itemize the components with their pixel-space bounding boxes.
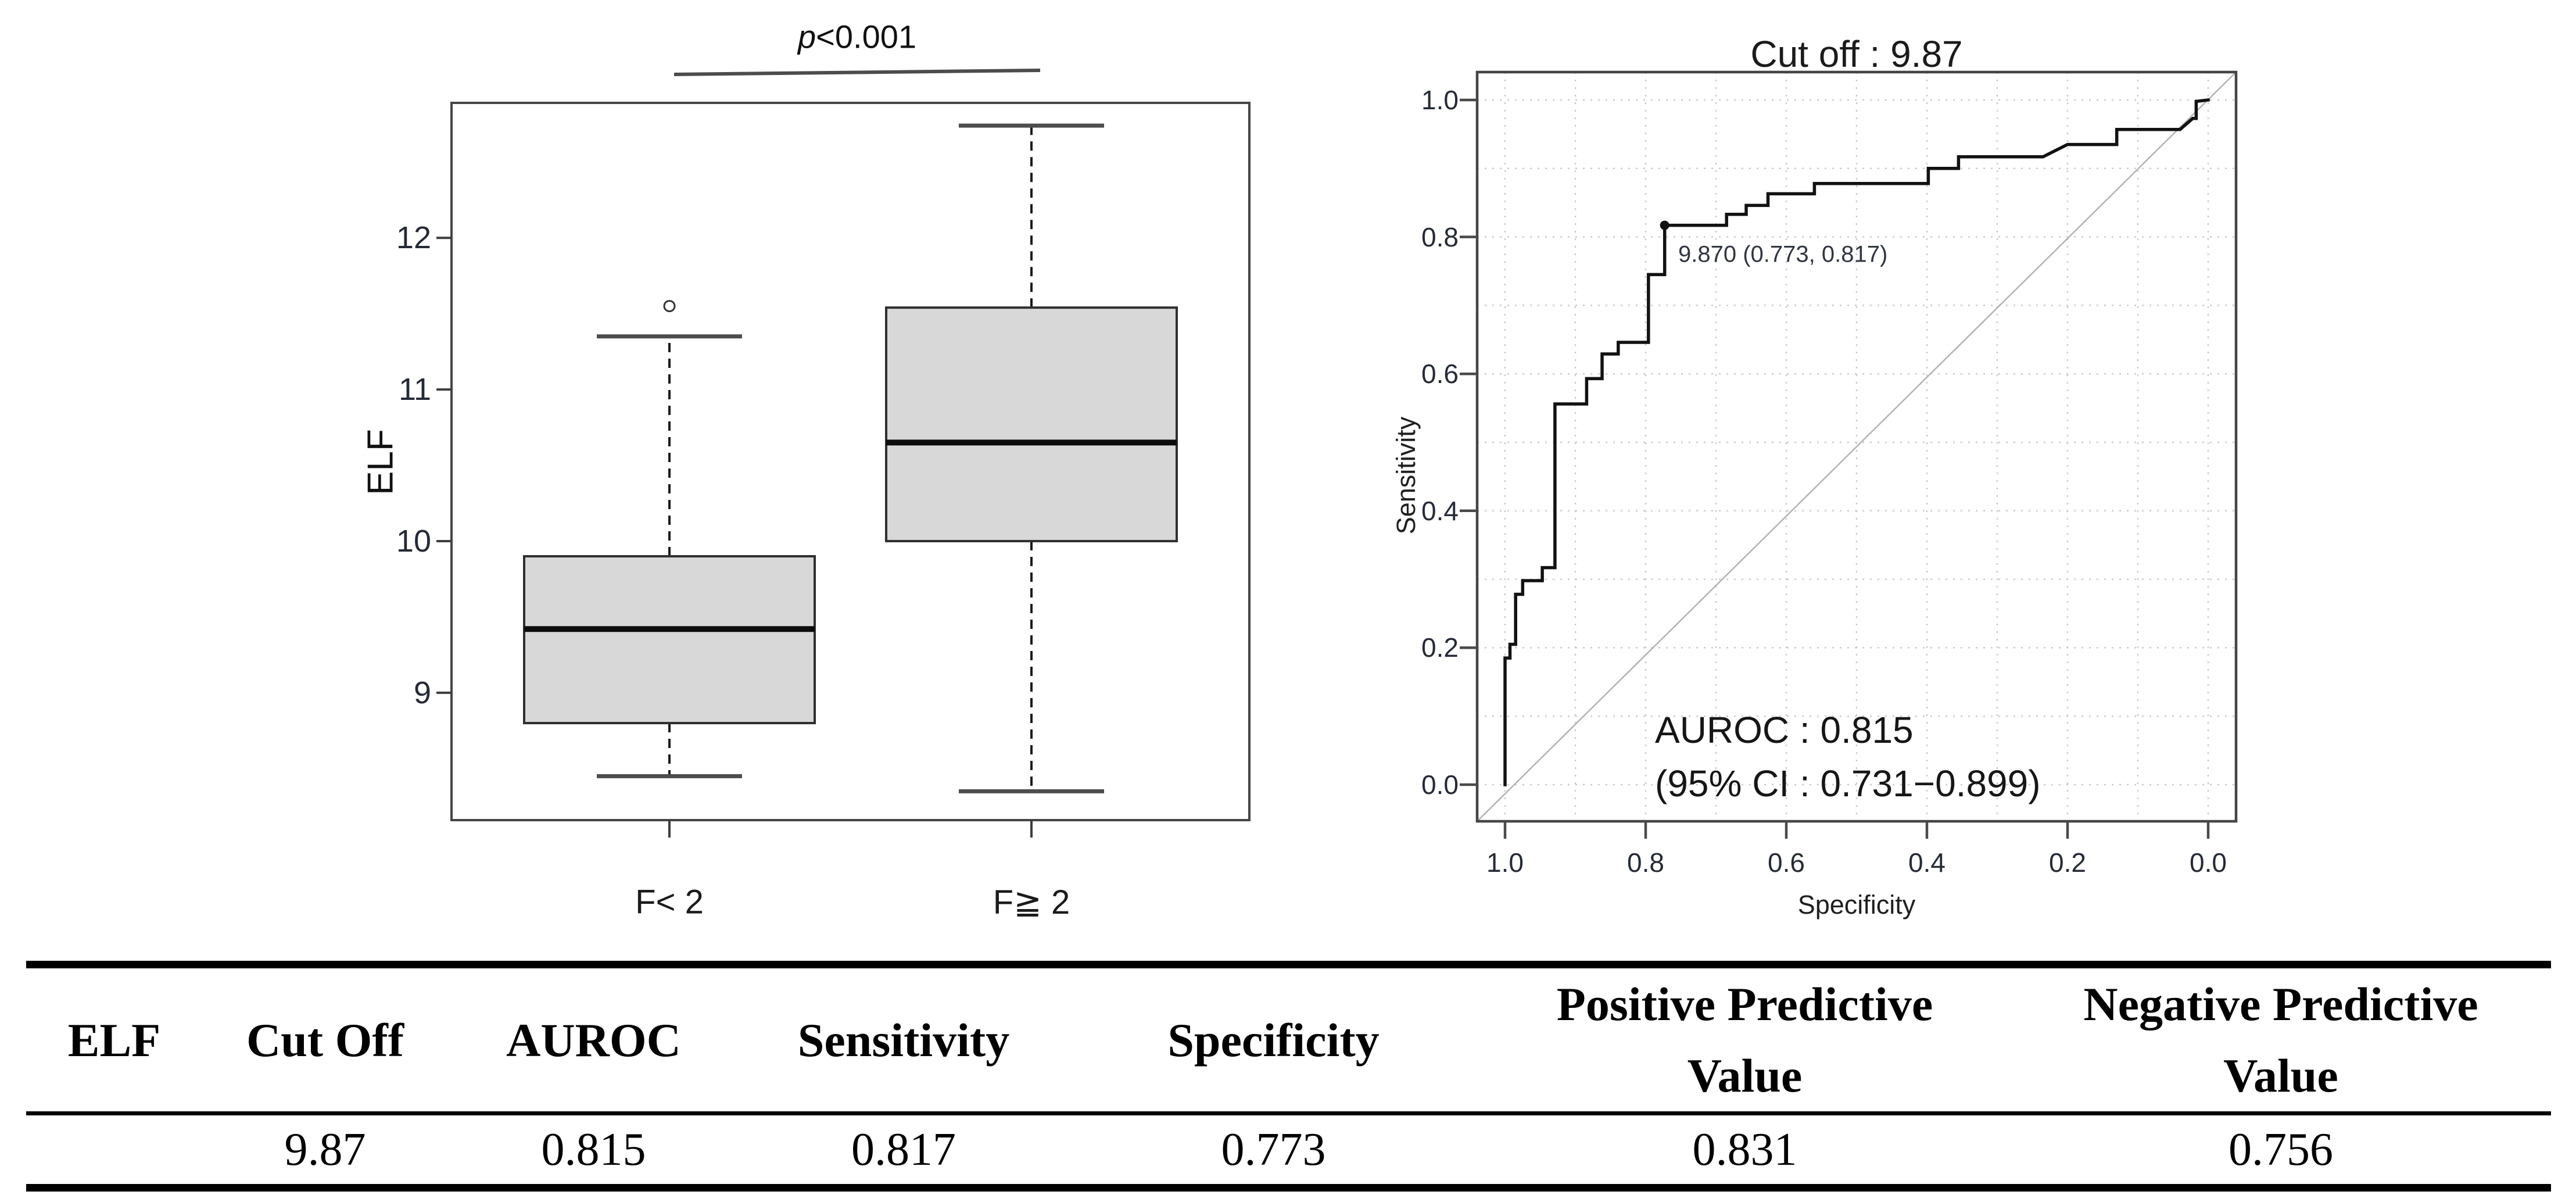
box-iqr bbox=[885, 306, 1178, 542]
results-table-cell: 0.817 bbox=[851, 1124, 956, 1175]
results-table-header-cell: Positive Predictive Value bbox=[1479, 964, 2011, 1115]
roc-cutoff-point bbox=[1660, 220, 1669, 230]
roc-frame bbox=[1475, 70, 2238, 823]
roc-x-axis-label: Specificity bbox=[1797, 890, 1916, 920]
results-table-header-row: ELF Cut Off AUROC Sensitivity Specificity Pos… bbox=[26, 964, 2551, 1115]
roc-title: Cut off : 9.87 bbox=[1750, 33, 1963, 75]
roc-y-tick-label: 1.0 bbox=[1421, 85, 1459, 115]
boxplot-y-tick-label: 10 bbox=[396, 523, 431, 559]
roc-x-tick-label: 1.0 bbox=[1486, 847, 1524, 878]
roc-x-tick-label: 0.2 bbox=[2049, 847, 2086, 878]
results-table-cell: 0.815 bbox=[541, 1124, 646, 1175]
results-table-cell: 9.87 bbox=[284, 1124, 366, 1175]
figure-canvas bbox=[436, 69, 2238, 839]
roc-diagonal-reference bbox=[1477, 71, 2237, 822]
roc-y-axis-label: Sensitivity bbox=[1391, 416, 1421, 535]
roc-cutoff-label: 9.870 (0.773, 0.817) bbox=[1678, 241, 1888, 267]
boxplot-frame bbox=[450, 102, 1251, 821]
roc-ci-annotation: (95% CI : 0.731−0.899) bbox=[1655, 763, 2041, 804]
boxplot-y-tick-label: 9 bbox=[413, 675, 431, 710]
roc-y-tick-label: 0.8 bbox=[1421, 221, 1459, 252]
pvalue-italic-p: p bbox=[798, 18, 816, 55]
roc-x-tick-label: 0.6 bbox=[1768, 847, 1805, 878]
roc-x-tick-label: 0.4 bbox=[1908, 847, 1946, 878]
pvalue-rest: <0.001 bbox=[816, 18, 916, 55]
boxplot-y-axis-label: ELF bbox=[360, 429, 401, 495]
roc-y-tick-label: 0.0 bbox=[1421, 770, 1459, 800]
results-table-header-cell: Sensitivity bbox=[739, 964, 1068, 1115]
box-iqr bbox=[523, 555, 816, 725]
roc-x-tick-label: 0.8 bbox=[1627, 847, 1664, 878]
outlier-point bbox=[663, 300, 676, 313]
boxplot-category-label: F< 2 bbox=[635, 883, 704, 921]
results-table-header-cell: AUROC bbox=[448, 964, 739, 1115]
roc-auroc-annotation: AUROC : 0.815 bbox=[1655, 709, 1914, 751]
roc-y-tick-label: 0.4 bbox=[1421, 495, 1459, 526]
results-table: ELF Cut Off AUROC Sensitivity Specificity Pos… bbox=[26, 961, 2551, 1192]
results-table-header-cell: Negative Predictive Value bbox=[2011, 964, 2551, 1115]
boxplot-y-tick-label: 11 bbox=[398, 372, 431, 407]
roc-y-tick-label: 0.6 bbox=[1421, 359, 1459, 389]
results-table-header-cell: Specificity bbox=[1068, 964, 1479, 1115]
results-table-header: ELF Cut Off AUROC Sensitivity Specificity Pos… bbox=[26, 964, 2551, 1115]
results-table-body: 9.87 0.815 0.817 0.773 0.831 0.756 bbox=[26, 1114, 2551, 1188]
results-table-header-cell: ELF bbox=[26, 964, 202, 1115]
boxplot-y-tick-label: 12 bbox=[396, 220, 431, 256]
pvalue-annotation: p<0.001 bbox=[798, 18, 916, 56]
results-table-cell: 0.756 bbox=[2229, 1124, 2333, 1175]
results-table-row: 9.87 0.815 0.817 0.773 0.831 0.756 bbox=[26, 1114, 2551, 1188]
roc-x-tick-label: 0.0 bbox=[2190, 847, 2227, 878]
roc-y-tick-label: 0.2 bbox=[1421, 632, 1459, 663]
results-table-header-cell: Cut Off bbox=[202, 964, 448, 1115]
significance-bar bbox=[673, 69, 1041, 76]
results-table-cell bbox=[26, 1114, 202, 1188]
results-table-cell: 0.831 bbox=[1692, 1124, 1797, 1175]
results-table-cell: 0.773 bbox=[1221, 1124, 1326, 1175]
boxplot-category-label: F≧ 2 bbox=[993, 883, 1070, 921]
